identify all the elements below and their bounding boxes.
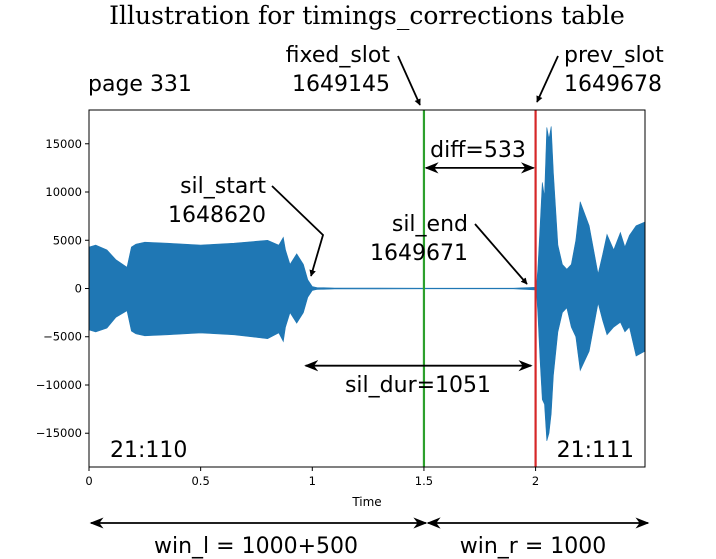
- y-axis: 15000 10000 5000 0 −5000 −10000 −15000: [36, 137, 89, 440]
- x-tick-label: 1: [309, 474, 316, 488]
- x-axis-label: Time: [351, 495, 381, 509]
- fixed-slot-pointer: [397, 55, 421, 106]
- fixed-slot-label: fixed_slot: [286, 43, 391, 68]
- y-tick-label: 15000: [45, 137, 82, 151]
- x-tick-label: 0: [85, 474, 92, 488]
- sil-dur-label: sil_dur=1051: [345, 373, 491, 398]
- y-tick-label: 0: [75, 282, 82, 296]
- x-tick-label: 1.5: [415, 474, 433, 488]
- plot-area: 0 0.5 1 1.5 2 15000 10000 5000 0 −5000 −10000 −150…: [36, 109, 646, 509]
- top-annotations: fixed_slot 1649145 prev_slot 1649678: [286, 43, 664, 106]
- win-left-label: win_l = 1000+500: [154, 534, 358, 559]
- x-tick-label: 2: [532, 474, 539, 488]
- y-tick-label: 5000: [53, 233, 82, 247]
- segment-right-label: 21:111: [557, 438, 634, 463]
- x-tick-label: 0.5: [191, 474, 209, 488]
- sil-end-value: 1649671: [370, 241, 468, 266]
- sil-start-value: 1648620: [168, 203, 266, 228]
- page-label: page 331: [88, 72, 192, 97]
- x-axis: 0 0.5 1 1.5 2: [85, 467, 539, 488]
- sil-start-label: sil_start: [180, 174, 266, 199]
- win-right-label: win_r = 1000: [460, 534, 607, 559]
- prev-slot-pointer: [536, 55, 559, 103]
- sil-start-pointer: [271, 185, 325, 277]
- segment-left-label: 21:110: [110, 438, 187, 463]
- y-tick-label: −10000: [36, 378, 82, 392]
- sil-end-label: sil_end: [392, 212, 468, 237]
- prev-slot-label: prev_slot: [564, 43, 664, 68]
- window-arrows: win_l = 1000+500 win_r = 1000: [89, 517, 650, 559]
- sil-end-pointer: [474, 223, 528, 285]
- chart-title: Illustration for timings_corrections tab…: [109, 1, 625, 30]
- y-tick-label: −15000: [36, 426, 82, 440]
- waveform-series: [89, 126, 645, 441]
- fixed-slot-value: 1649145: [292, 72, 390, 97]
- prev-slot-value: 1649678: [564, 72, 662, 97]
- y-tick-label: −5000: [43, 330, 82, 344]
- y-tick-label: 10000: [45, 185, 82, 199]
- diff-label: diff=533: [430, 138, 526, 163]
